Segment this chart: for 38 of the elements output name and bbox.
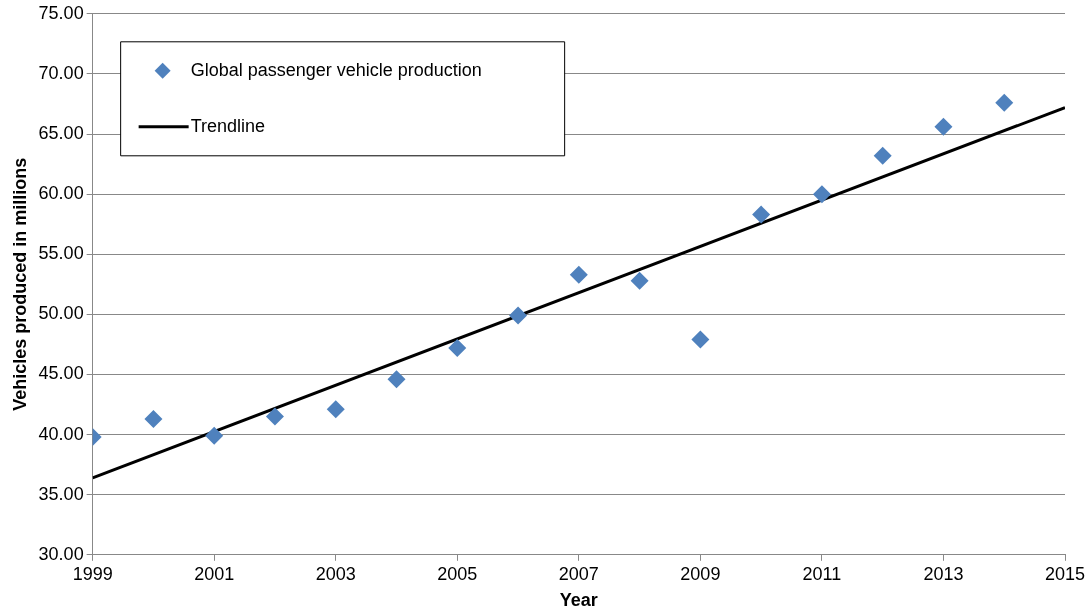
y-tick-label: 35.00 [38, 483, 84, 504]
point [691, 330, 710, 349]
y-tick-label: 65.00 [38, 122, 84, 143]
point [569, 265, 588, 284]
x-tick-label: 2013 [923, 563, 964, 584]
y-tick-label: 70.00 [38, 62, 84, 83]
x-tick-label: 2003 [315, 563, 356, 584]
y-tick-label: 30.00 [38, 543, 84, 564]
point [205, 426, 224, 445]
point [630, 271, 649, 290]
x-axis-title: Year [559, 590, 598, 611]
x-tick-label: 2005 [437, 563, 478, 584]
y-tick-label: 40.00 [38, 423, 84, 444]
point [934, 117, 953, 136]
x-tick-label: 1999 [72, 563, 113, 584]
point [812, 185, 831, 204]
y-tick-label: 55.00 [38, 243, 84, 264]
y-tick-label: 75.00 [38, 2, 84, 23]
point [448, 339, 467, 358]
x-tick-label: 2009 [680, 563, 721, 584]
legend-label: Trendline [190, 115, 266, 136]
point [873, 146, 892, 165]
x-tick-label: 2001 [194, 563, 235, 584]
point [509, 306, 528, 325]
legend-label: Global passenger vehicle production [190, 59, 482, 80]
y-tick-label: 50.00 [38, 303, 84, 324]
point [265, 407, 284, 426]
y-axis-title: Vehicles produced in millions [9, 157, 30, 411]
x-tick-label: 2015 [1044, 563, 1086, 584]
point [995, 93, 1014, 112]
point [326, 400, 345, 419]
y-tick-label: 60.00 [38, 183, 84, 204]
point [144, 409, 163, 428]
point [387, 370, 406, 389]
x-tick-label: 2011 [802, 563, 842, 584]
x-tick-label: 2007 [558, 563, 599, 584]
point [752, 205, 771, 224]
y-tick-label: 45.00 [38, 363, 84, 384]
